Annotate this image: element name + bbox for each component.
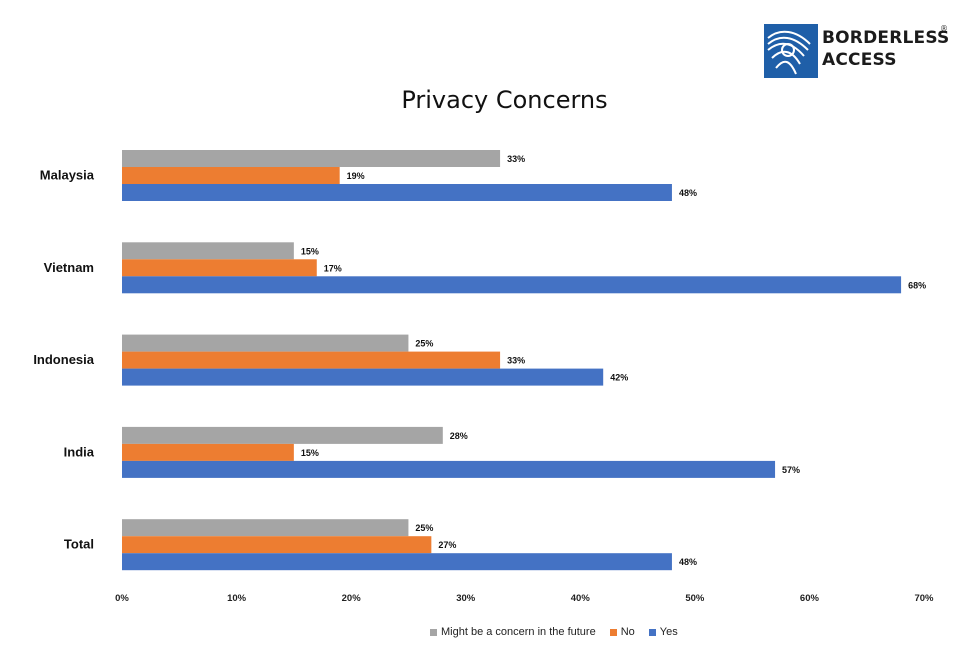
borderless-access-logo-mark	[764, 24, 818, 78]
data-label-vietnam-yes: 68%	[908, 280, 926, 290]
x-tick-label: 50%	[685, 593, 705, 604]
legend-swatch	[648, 628, 656, 636]
data-label-malaysia-yes: 48%	[679, 188, 697, 198]
data-label-total-no: 27%	[438, 540, 456, 550]
chart-legend: Might be a concern in the future No Yes	[430, 624, 678, 640]
x-tick-label: 10%	[227, 593, 247, 604]
bar-indonesia-no	[122, 351, 501, 369]
category-label-indonesia: Indonesia	[33, 352, 94, 367]
category-label-total: Total	[64, 537, 94, 552]
x-tick-label: 70%	[914, 593, 934, 604]
x-tick-label: 30%	[456, 593, 476, 604]
bar-vietnam-no	[122, 259, 317, 277]
category-label-india: India	[64, 444, 95, 459]
bar-total-no	[122, 536, 432, 554]
data-label-malaysia-no: 19%	[347, 171, 365, 181]
data-label-indonesia-yes: 42%	[610, 373, 628, 383]
data-label-malaysia-might-be-a-concern-in-the-future: 33%	[507, 154, 525, 164]
legend-label: No	[620, 626, 635, 638]
legend-label: Might be a concern in the future	[441, 626, 596, 638]
logo-line-2: ACCESS	[822, 50, 897, 70]
bar-total-might-be-a-concern-in-the-future	[122, 519, 409, 537]
legend-item: Yes	[648, 626, 678, 638]
legend-swatch	[609, 628, 617, 636]
legend-item: Might be a concern in the future	[430, 626, 596, 638]
bar-india-might-be-a-concern-in-the-future	[122, 426, 443, 444]
logo-wordmark: BORDERLESS ACCESS	[822, 27, 949, 71]
chart-title: Privacy Concerns	[401, 86, 608, 114]
bar-malaysia-might-be-a-concern-in-the-future	[122, 150, 501, 167]
bar-india-no	[122, 443, 294, 461]
legend-item: No	[609, 626, 635, 638]
bar-vietnam-yes	[122, 276, 902, 294]
borderless-access-logo: BORDERLESS ACCESS ®	[764, 24, 954, 82]
x-tick-label: 20%	[342, 593, 362, 604]
data-label-india-might-be-a-concern-in-the-future: 28%	[450, 431, 468, 441]
logo-registered-mark: ®	[940, 24, 948, 33]
data-label-total-might-be-a-concern-in-the-future: 25%	[415, 523, 433, 533]
bar-malaysia-no	[122, 167, 340, 184]
data-label-vietnam-might-be-a-concern-in-the-future: 15%	[301, 246, 319, 256]
bar-vietnam-might-be-a-concern-in-the-future	[122, 242, 294, 260]
logo-line-1: BORDERLESS	[822, 28, 950, 48]
category-label-malaysia: Malaysia	[40, 168, 95, 183]
data-label-vietnam-no: 17%	[324, 263, 342, 273]
data-label-india-no: 15%	[301, 448, 319, 458]
bar-malaysia-yes	[122, 184, 672, 201]
data-label-total-yes: 48%	[679, 557, 697, 567]
x-tick-label: 40%	[571, 593, 591, 604]
bar-indonesia-might-be-a-concern-in-the-future	[122, 334, 409, 352]
data-label-india-yes: 57%	[782, 465, 800, 475]
legend-swatch	[430, 628, 437, 636]
legend-label: Yes	[659, 626, 678, 638]
bar-india-yes	[122, 460, 776, 478]
data-label-indonesia-might-be-a-concern-in-the-future: 25%	[415, 339, 433, 349]
x-tick-label: 60%	[800, 593, 820, 604]
data-label-indonesia-no: 33%	[507, 356, 525, 366]
x-tick-label: 0%	[115, 593, 129, 604]
bar-indonesia-yes	[122, 368, 604, 386]
bar-total-yes	[122, 553, 672, 571]
category-label-vietnam: Vietnam	[44, 260, 94, 275]
